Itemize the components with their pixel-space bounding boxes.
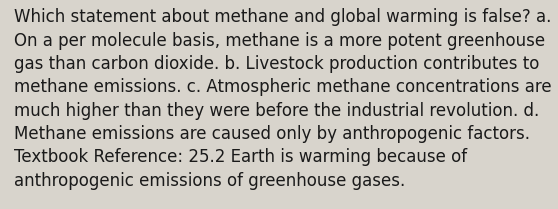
Text: Which statement about methane and global warming is false? a.
On a per molecule : Which statement about methane and global… (14, 8, 551, 190)
